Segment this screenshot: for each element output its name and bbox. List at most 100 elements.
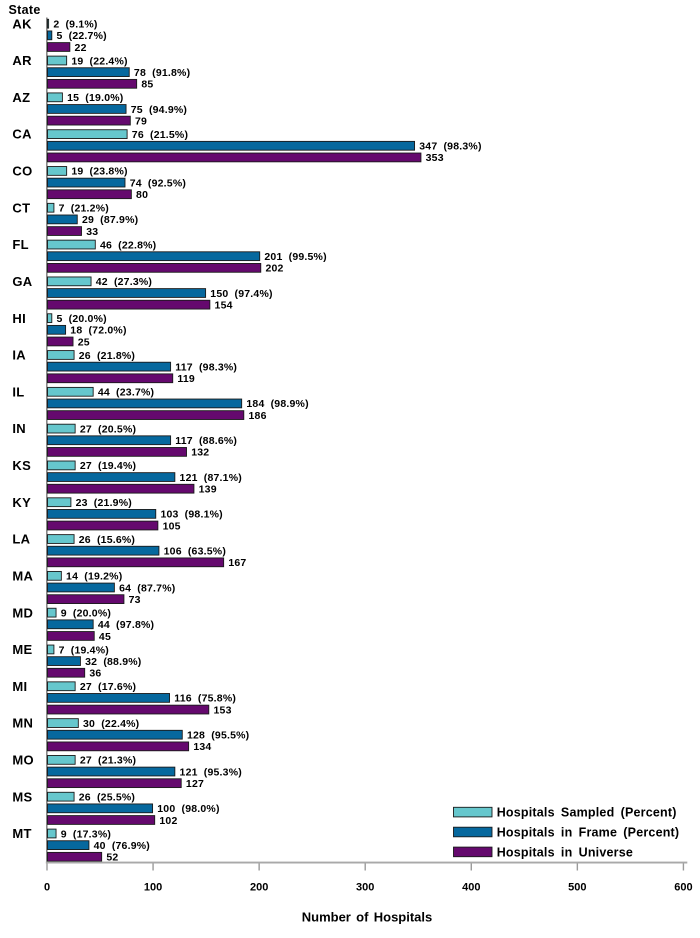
svg-text:CO: CO xyxy=(12,164,32,179)
svg-text:150 (97.4%): 150 (97.4%) xyxy=(210,288,272,300)
svg-text:27 (19.4%): 27 (19.4%) xyxy=(80,460,136,472)
svg-text:73: 73 xyxy=(129,594,141,606)
svg-text:5 (22.7%): 5 (22.7%) xyxy=(57,30,107,42)
svg-text:200: 200 xyxy=(250,882,268,894)
svg-text:MO: MO xyxy=(12,752,34,767)
svg-text:AR: AR xyxy=(12,53,32,68)
svg-text:128 (95.5%): 128 (95.5%) xyxy=(187,730,249,742)
svg-text:AZ: AZ xyxy=(12,90,30,105)
svg-text:9 (17.3%): 9 (17.3%) xyxy=(61,828,111,840)
svg-text:5 (20.0%): 5 (20.0%) xyxy=(57,313,107,325)
svg-text:0: 0 xyxy=(44,882,50,894)
svg-text:103 (98.1%): 103 (98.1%) xyxy=(160,509,222,521)
svg-text:46 (22.8%): 46 (22.8%) xyxy=(100,239,156,251)
svg-text:139: 139 xyxy=(199,484,217,496)
svg-text:127: 127 xyxy=(186,778,204,790)
svg-text:121 (87.1%): 121 (87.1%) xyxy=(180,472,242,484)
svg-text:MA: MA xyxy=(12,568,33,583)
svg-text:IN: IN xyxy=(12,421,26,436)
svg-text:64 (87.7%): 64 (87.7%) xyxy=(119,582,175,594)
svg-text:154: 154 xyxy=(215,299,233,311)
svg-text:GA: GA xyxy=(12,274,32,289)
svg-text:19 (22.4%): 19 (22.4%) xyxy=(71,55,127,67)
svg-text:80: 80 xyxy=(136,189,148,201)
svg-text:IA: IA xyxy=(12,348,26,363)
svg-text:2 (9.1%): 2 (9.1%) xyxy=(53,19,97,31)
svg-text:132: 132 xyxy=(191,447,209,459)
svg-text:400: 400 xyxy=(462,882,480,894)
svg-text:23 (21.9%): 23 (21.9%) xyxy=(76,497,132,509)
svg-text:184 (98.9%): 184 (98.9%) xyxy=(246,398,308,410)
svg-text:25: 25 xyxy=(78,336,90,348)
svg-text:19 (23.8%): 19 (23.8%) xyxy=(71,166,127,178)
svg-text:HI: HI xyxy=(12,311,26,326)
svg-text:MN: MN xyxy=(12,716,33,731)
svg-text:CA: CA xyxy=(12,127,32,142)
svg-text:201 (99.5%): 201 (99.5%) xyxy=(264,251,326,263)
svg-text:600: 600 xyxy=(674,882,692,894)
svg-text:Hospitals in Frame (Percent): Hospitals in Frame (Percent) xyxy=(497,826,680,840)
svg-text:27 (21.3%): 27 (21.3%) xyxy=(80,755,136,767)
svg-text:75 (94.9%): 75 (94.9%) xyxy=(131,104,187,116)
svg-text:Hospitals in Universe: Hospitals in Universe xyxy=(497,845,633,859)
svg-text:105: 105 xyxy=(163,520,181,532)
svg-text:IL: IL xyxy=(12,384,24,399)
svg-text:79: 79 xyxy=(135,115,147,127)
svg-text:300: 300 xyxy=(356,882,374,894)
svg-text:26 (25.5%): 26 (25.5%) xyxy=(79,791,135,803)
svg-text:CT: CT xyxy=(12,200,30,215)
svg-text:78 (91.8%): 78 (91.8%) xyxy=(134,67,190,79)
svg-text:121 (95.3%): 121 (95.3%) xyxy=(180,766,242,778)
svg-text:117 (98.3%): 117 (98.3%) xyxy=(175,361,237,373)
svg-text:MT: MT xyxy=(12,826,31,841)
svg-text:36: 36 xyxy=(89,668,101,680)
svg-text:76 (21.5%): 76 (21.5%) xyxy=(132,129,188,141)
svg-text:202: 202 xyxy=(265,263,283,275)
svg-text:AK: AK xyxy=(12,16,32,31)
svg-text:9 (20.0%): 9 (20.0%) xyxy=(61,607,111,619)
svg-text:117 (88.6%): 117 (88.6%) xyxy=(175,435,237,447)
svg-text:100: 100 xyxy=(144,882,162,894)
svg-text:27 (17.6%): 27 (17.6%) xyxy=(80,681,136,693)
svg-text:134: 134 xyxy=(193,741,211,753)
svg-text:42 (27.3%): 42 (27.3%) xyxy=(96,276,152,288)
svg-text:74 (92.5%): 74 (92.5%) xyxy=(130,177,186,189)
svg-text:119: 119 xyxy=(177,373,195,385)
svg-text:MS: MS xyxy=(12,789,32,804)
svg-text:Number of Hospitals: Number of Hospitals xyxy=(302,910,433,925)
svg-text:KS: KS xyxy=(12,458,31,473)
svg-text:7 (21.2%): 7 (21.2%) xyxy=(59,203,109,215)
svg-text:30 (22.4%): 30 (22.4%) xyxy=(83,718,139,730)
svg-text:153: 153 xyxy=(213,704,231,716)
svg-text:LA: LA xyxy=(12,532,30,547)
svg-text:26 (15.6%): 26 (15.6%) xyxy=(79,534,135,546)
svg-text:116 (75.8%): 116 (75.8%) xyxy=(174,693,236,705)
svg-text:45: 45 xyxy=(99,631,111,643)
svg-text:15 (19.0%): 15 (19.0%) xyxy=(67,92,123,104)
svg-text:14 (19.2%): 14 (19.2%) xyxy=(66,571,122,583)
svg-text:167: 167 xyxy=(228,557,246,569)
svg-text:State: State xyxy=(9,3,41,17)
svg-text:7 (19.4%): 7 (19.4%) xyxy=(59,644,109,656)
svg-text:186: 186 xyxy=(248,410,266,422)
svg-text:353: 353 xyxy=(426,152,444,164)
svg-text:FL: FL xyxy=(12,237,28,252)
svg-text:ME: ME xyxy=(12,642,32,657)
svg-text:347 (98.3%): 347 (98.3%) xyxy=(419,141,481,153)
svg-text:52: 52 xyxy=(106,852,118,864)
svg-text:22: 22 xyxy=(75,42,87,54)
svg-text:500: 500 xyxy=(568,882,586,894)
svg-text:Hospitals Sampled (Percent): Hospitals Sampled (Percent) xyxy=(497,806,677,820)
svg-text:102: 102 xyxy=(159,815,177,827)
svg-text:100 (98.0%): 100 (98.0%) xyxy=(157,803,219,815)
svg-text:18 (72.0%): 18 (72.0%) xyxy=(70,325,126,337)
svg-text:26 (21.8%): 26 (21.8%) xyxy=(79,350,135,362)
svg-text:KY: KY xyxy=(12,495,31,510)
svg-text:33: 33 xyxy=(86,226,98,238)
svg-text:106 (63.5%): 106 (63.5%) xyxy=(164,545,226,557)
svg-text:27 (20.5%): 27 (20.5%) xyxy=(80,423,136,435)
svg-text:44 (23.7%): 44 (23.7%) xyxy=(98,387,154,399)
svg-text:85: 85 xyxy=(141,79,153,91)
svg-text:MD: MD xyxy=(12,605,33,620)
svg-text:40 (76.9%): 40 (76.9%) xyxy=(94,840,150,852)
